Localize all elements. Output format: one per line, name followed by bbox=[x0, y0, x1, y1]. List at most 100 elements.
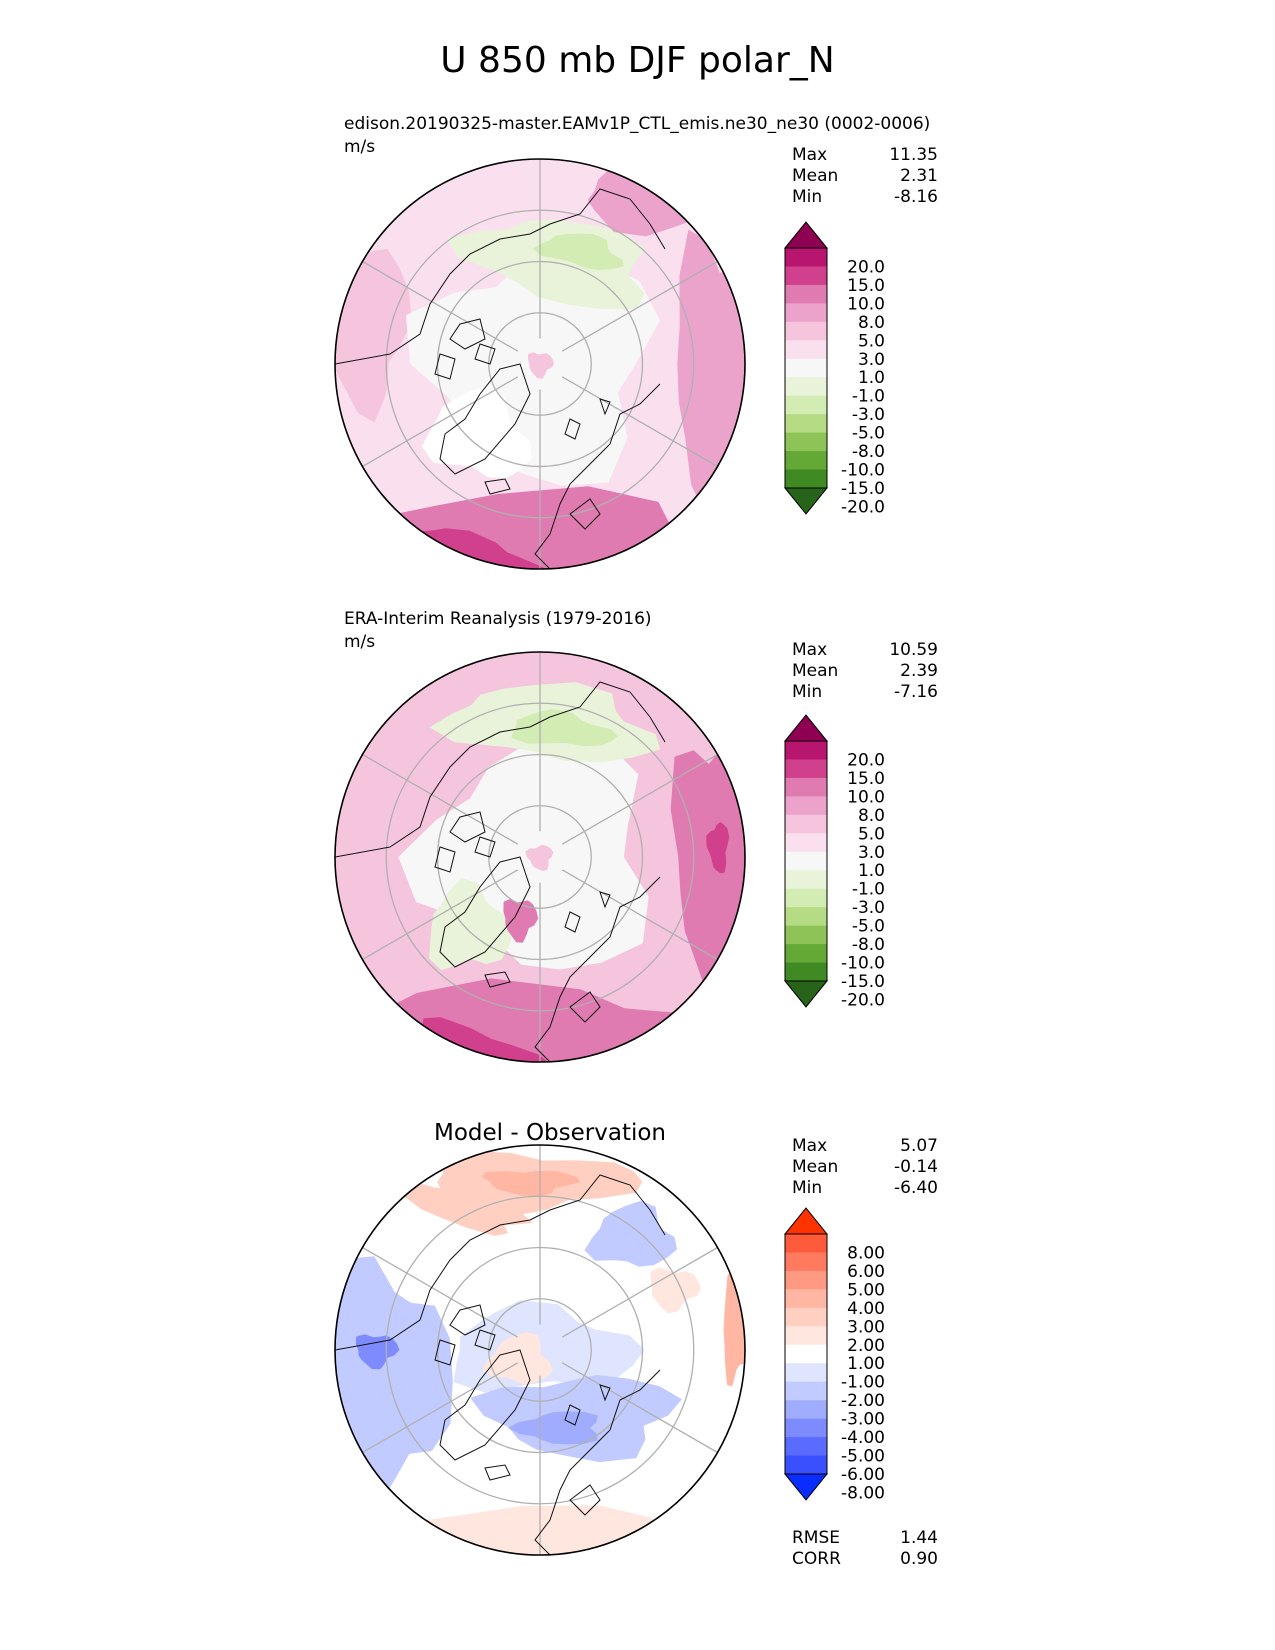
field-contour-region bbox=[421, 385, 532, 479]
colorbar-tick-label: 1.0 bbox=[858, 368, 885, 388]
colorbar-tick-label: 3.0 bbox=[858, 350, 885, 370]
map-boundary bbox=[334, 651, 746, 1063]
colorbar-tick-label: -6.00 bbox=[841, 1465, 885, 1485]
colorbar-swatch bbox=[785, 1363, 827, 1383]
colorbar-swatch bbox=[785, 414, 827, 434]
field-contour-region bbox=[414, 528, 555, 569]
panel-3-min: -6.40 bbox=[894, 1178, 938, 1198]
panel-3-title: Model - Observation bbox=[433, 1120, 667, 1146]
colorbar-tick-label: -20.0 bbox=[841, 497, 885, 517]
field-contour-region bbox=[355, 1334, 400, 1370]
colorbar-swatch bbox=[785, 1270, 827, 1290]
coastline bbox=[439, 1349, 531, 1461]
coastline bbox=[335, 188, 666, 365]
field-contour-region bbox=[511, 709, 619, 747]
colorbar-tick-label: -3.0 bbox=[852, 898, 885, 918]
coastline bbox=[434, 1339, 456, 1366]
colorbar-swatch bbox=[785, 340, 827, 360]
colorbar-frame bbox=[784, 740, 828, 982]
colorbar-swatch bbox=[785, 796, 827, 816]
colorbar-tick-label: 2.00 bbox=[847, 1336, 885, 1356]
panel-3-mean: -0.14 bbox=[894, 1157, 938, 1177]
colorbar-swatch bbox=[785, 451, 827, 471]
colorbar-swatch bbox=[785, 432, 827, 452]
colorbar-swatch bbox=[785, 777, 827, 797]
colorbar-tick-label: -5.0 bbox=[852, 917, 885, 937]
colorbar-swatch bbox=[785, 833, 827, 853]
meridian-line bbox=[362, 1362, 519, 1454]
colorbar-tick-label: 1.00 bbox=[847, 1354, 885, 1374]
colorbar-swatch bbox=[785, 944, 827, 964]
coastline bbox=[474, 836, 496, 858]
colorbar-extend-max bbox=[783, 221, 829, 249]
colorbar-tick-label: -1.00 bbox=[841, 1373, 885, 1393]
coastline bbox=[599, 1384, 611, 1402]
field-contour-region bbox=[378, 1174, 533, 1236]
colorbar-tick-label: 20.0 bbox=[847, 750, 885, 770]
colorbar-swatch bbox=[785, 1252, 827, 1272]
panel-3-metrics: RMSE 1.44 CORR 0.90 bbox=[792, 1528, 938, 1569]
coastline bbox=[484, 971, 511, 988]
colorbar-swatch bbox=[785, 814, 827, 834]
colorbar-extend-max bbox=[783, 714, 829, 742]
colorbar-tick-label: -8.0 bbox=[852, 935, 885, 955]
meridian-line bbox=[362, 1246, 519, 1338]
polar-field-3 bbox=[335, 1145, 745, 1555]
field-contour-region bbox=[503, 898, 539, 943]
coastline bbox=[564, 418, 581, 440]
colorbar-tick-label: 10.0 bbox=[847, 294, 885, 314]
colorbar-extend-min bbox=[783, 980, 829, 1008]
meridian-line bbox=[561, 1362, 718, 1454]
colorbar-swatch bbox=[785, 741, 827, 760]
panel-1-units: m/s bbox=[344, 137, 376, 157]
colorbar-swatch bbox=[785, 888, 827, 908]
colorbar-swatch bbox=[785, 303, 827, 323]
colorbar-tick-label: 3.0 bbox=[858, 843, 885, 863]
colorbar-tick-label: -3.0 bbox=[852, 405, 885, 425]
colorbar-swatch bbox=[785, 395, 827, 415]
colorbar-swatch bbox=[785, 1437, 827, 1457]
field-contour-region bbox=[525, 844, 554, 871]
map-boundary bbox=[334, 158, 746, 570]
colorbar-tick-label: -5.00 bbox=[841, 1447, 885, 1467]
field-contour-region bbox=[508, 1411, 598, 1445]
coastline bbox=[474, 343, 496, 365]
colorbar-tick-label: 10.0 bbox=[847, 787, 885, 807]
panel-2-units: m/s bbox=[344, 632, 376, 652]
panel-2-mean: 2.39 bbox=[900, 661, 938, 681]
colorbar-tick-label: -8.0 bbox=[852, 442, 885, 462]
colorbar-tick-label: -5.0 bbox=[852, 424, 885, 444]
field-contour-region bbox=[706, 822, 730, 874]
coastline bbox=[449, 811, 486, 843]
rmse-value: 1.44 bbox=[900, 1528, 938, 1548]
meridian-line bbox=[362, 869, 519, 961]
colorbar-swatch bbox=[785, 358, 827, 378]
colorbar-tick-label: 5.0 bbox=[858, 331, 885, 351]
coastline bbox=[335, 681, 666, 858]
colorbar-swatch bbox=[785, 759, 827, 779]
colorbar-tick-label: -3.00 bbox=[841, 1410, 885, 1430]
colorbar-swatch bbox=[785, 1234, 827, 1253]
colorbar-swatch bbox=[785, 925, 827, 945]
colorbar-swatch bbox=[785, 266, 827, 286]
colorbar-tick-label: -1.0 bbox=[852, 880, 885, 900]
colorbar-swatch bbox=[785, 962, 827, 982]
colorbar-swatch bbox=[785, 1344, 827, 1364]
panel-2-subtitle: ERA-Interim Reanalysis (1979-2016) bbox=[344, 609, 652, 629]
colorbar-swatch bbox=[785, 1418, 827, 1438]
coastline bbox=[534, 383, 661, 569]
colorbar-tick-label: 1.0 bbox=[858, 861, 885, 881]
colorbar-swatch bbox=[785, 248, 827, 267]
colorbar-swatch bbox=[785, 907, 827, 927]
field-contour-region bbox=[482, 1332, 554, 1385]
polar-map-2 bbox=[334, 651, 746, 1063]
polar-field-1 bbox=[335, 159, 745, 569]
coastline bbox=[564, 911, 581, 933]
figure-title: U 850 mb DJF polar_N bbox=[440, 40, 835, 81]
field-contour-region bbox=[528, 352, 554, 379]
field-contour-region bbox=[532, 233, 624, 271]
colorbar-tick-label: 20.0 bbox=[847, 257, 885, 277]
field-contour-region bbox=[677, 229, 745, 515]
colorbar-tick-label: 15.0 bbox=[847, 769, 885, 789]
coastline bbox=[564, 1404, 581, 1426]
